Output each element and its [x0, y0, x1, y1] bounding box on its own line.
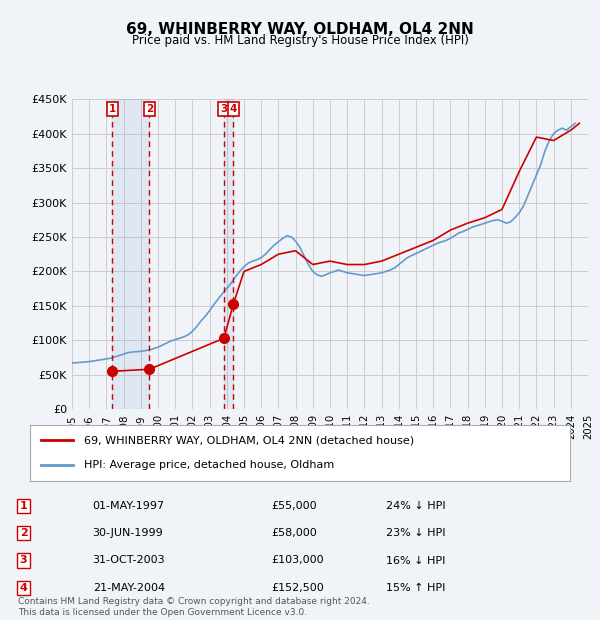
Text: Price paid vs. HM Land Registry's House Price Index (HPI): Price paid vs. HM Land Registry's House …: [131, 34, 469, 47]
Text: 3: 3: [20, 556, 28, 565]
Text: 4: 4: [230, 104, 237, 114]
Text: 4: 4: [20, 583, 28, 593]
Text: 3: 3: [220, 104, 227, 114]
Text: 01-MAY-1997: 01-MAY-1997: [92, 501, 165, 511]
Text: 2: 2: [146, 104, 153, 114]
Text: £58,000: £58,000: [271, 528, 317, 538]
Text: 16% ↓ HPI: 16% ↓ HPI: [386, 556, 446, 565]
Text: 31-OCT-2003: 31-OCT-2003: [92, 556, 165, 565]
Text: 2: 2: [20, 528, 28, 538]
Text: £55,000: £55,000: [271, 501, 317, 511]
Text: HPI: Average price, detached house, Oldham: HPI: Average price, detached house, Oldh…: [84, 460, 334, 470]
Text: 1: 1: [20, 501, 28, 511]
Text: 15% ↑ HPI: 15% ↑ HPI: [386, 583, 446, 593]
Text: 69, WHINBERRY WAY, OLDHAM, OL4 2NN (detached house): 69, WHINBERRY WAY, OLDHAM, OL4 2NN (deta…: [84, 435, 414, 445]
Text: 23% ↓ HPI: 23% ↓ HPI: [386, 528, 446, 538]
Text: 30-JUN-1999: 30-JUN-1999: [92, 528, 163, 538]
Text: £103,000: £103,000: [271, 556, 324, 565]
Text: 1: 1: [109, 104, 116, 114]
Text: Contains HM Land Registry data © Crown copyright and database right 2024.
This d: Contains HM Land Registry data © Crown c…: [18, 598, 370, 617]
Bar: [224, 99, 233, 409]
Text: £152,500: £152,500: [271, 583, 324, 593]
Text: 24% ↓ HPI: 24% ↓ HPI: [386, 501, 446, 511]
Text: 69, WHINBERRY WAY, OLDHAM, OL4 2NN: 69, WHINBERRY WAY, OLDHAM, OL4 2NN: [126, 22, 474, 37]
Bar: [112, 99, 149, 409]
Text: 21-MAY-2004: 21-MAY-2004: [92, 583, 165, 593]
